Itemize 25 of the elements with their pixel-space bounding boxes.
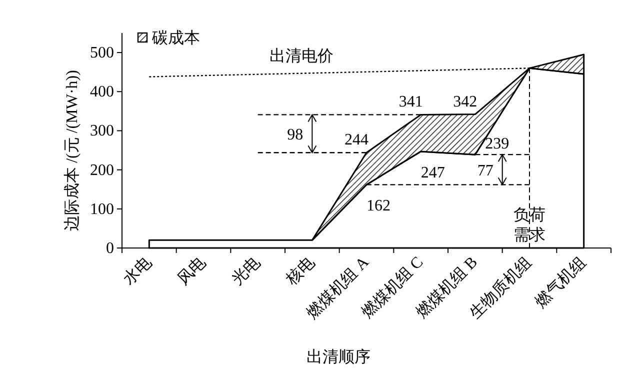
annotation: 77 (477, 162, 494, 180)
data-label: 341 (398, 94, 423, 111)
data-label: 342 (453, 93, 478, 110)
x-tick-label: 核电 (282, 253, 318, 290)
legend-label: 碳成本 (151, 29, 200, 47)
y-tick-label: 300 (90, 122, 114, 140)
x-tick-label: 燃气机组 (532, 253, 590, 312)
annotation: 出清电价 (269, 47, 334, 66)
annotation: 98 (287, 126, 304, 144)
legend: 碳成本 (137, 30, 200, 47)
y-tick-label: 400 (90, 84, 114, 101)
x-tick-label: 风电 (174, 253, 210, 288)
ref-line-label: 负荷需求 (514, 206, 546, 244)
y-tick-label: 500 (90, 44, 114, 62)
y-tick-label: 0 (106, 240, 114, 257)
data-label: 162 (366, 198, 390, 215)
data-label: 244 (344, 132, 368, 149)
x-axis-title: 出清顺序 (306, 348, 370, 366)
y-axis-title: 边际成本 /(元 /(MW·h)) (63, 70, 81, 231)
x-tick-label: 水电 (120, 253, 155, 288)
data-label: 239 (485, 136, 510, 153)
y-tick-label: 100 (90, 200, 114, 218)
y-tick-label: 200 (90, 162, 114, 179)
data-label: 247 (420, 164, 445, 182)
x-tick-label: 光电 (228, 253, 264, 288)
